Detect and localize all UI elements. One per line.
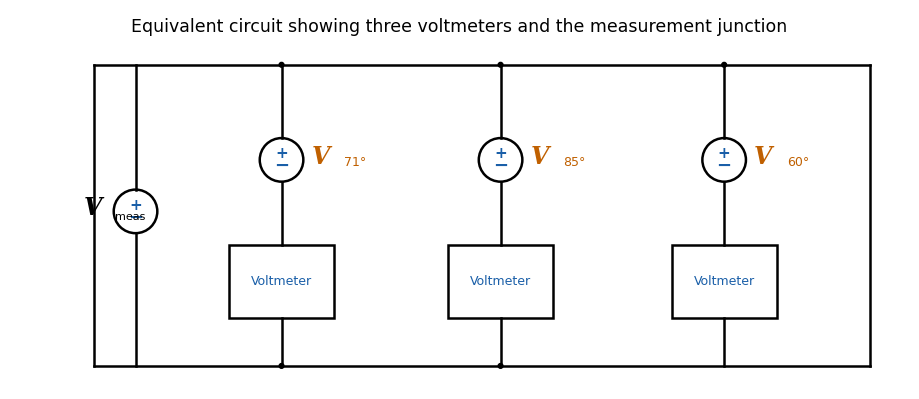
Circle shape [498,62,503,67]
Text: Voltmeter: Voltmeter [470,275,531,288]
Text: Equivalent circuit showing three voltmeters and the measurement junction: Equivalent circuit showing three voltmet… [131,18,788,36]
Text: meas: meas [115,212,145,222]
Text: 60°: 60° [787,156,809,168]
Text: +: + [494,146,507,161]
Text: +: + [130,198,142,213]
Text: V: V [84,196,102,220]
Circle shape [498,363,503,368]
Text: V: V [754,144,772,169]
Text: Voltmeter: Voltmeter [694,275,754,288]
Circle shape [721,62,727,67]
Text: −: − [717,157,732,175]
Text: V: V [312,144,330,169]
Text: V: V [530,144,549,169]
Text: Voltmeter: Voltmeter [251,275,312,288]
Circle shape [279,62,284,67]
Text: −: − [274,157,289,175]
Text: +: + [718,146,731,161]
Circle shape [279,363,284,368]
Text: +: + [275,146,288,161]
Text: −: − [493,157,508,175]
Text: 71°: 71° [344,156,367,168]
Text: 85°: 85° [563,156,585,168]
Text: −: − [128,209,143,227]
